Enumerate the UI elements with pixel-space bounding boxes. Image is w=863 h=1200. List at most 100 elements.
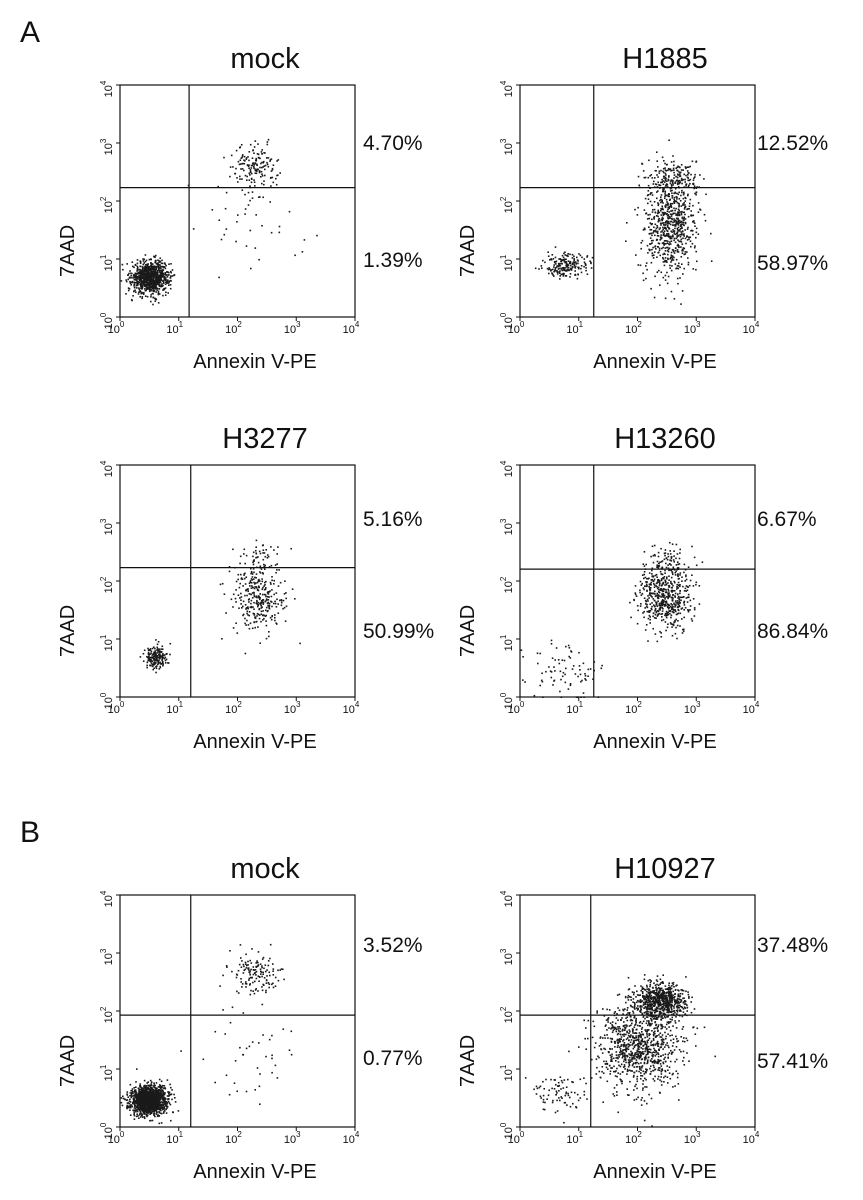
data-point	[237, 573, 240, 576]
data-point	[147, 282, 150, 284]
x-tick-label: 103	[284, 320, 301, 336]
data-point	[547, 255, 550, 257]
data-point	[136, 275, 139, 278]
data-point	[668, 606, 671, 609]
data-point	[142, 1098, 145, 1100]
data-point	[665, 174, 667, 176]
data-point	[253, 559, 255, 561]
scatter-plot-a-mock: mock 100 101 102 103 104 100 101 102 103 104 4.70…	[55, 45, 435, 385]
data-point	[165, 1100, 168, 1103]
data-point	[679, 548, 681, 551]
data-point	[248, 159, 250, 162]
data-point	[640, 242, 643, 244]
data-point	[635, 595, 638, 597]
data-point	[253, 181, 256, 183]
data-point	[656, 226, 659, 229]
data-point	[658, 562, 660, 565]
data-point	[158, 1100, 161, 1102]
data-point	[159, 1101, 162, 1104]
data-point	[149, 278, 152, 281]
data-point	[162, 1094, 164, 1096]
data-point	[668, 610, 670, 612]
data-point	[679, 181, 681, 184]
data-point	[248, 598, 250, 600]
data-point	[139, 276, 142, 279]
data-point	[154, 1108, 157, 1110]
data-point	[252, 149, 254, 152]
data-point	[262, 549, 265, 551]
data-point	[649, 193, 651, 196]
data-point	[652, 561, 655, 564]
data-point	[145, 1107, 147, 1109]
data-point	[131, 280, 134, 283]
data-point	[263, 165, 266, 167]
data-point	[265, 620, 267, 622]
data-point	[139, 283, 141, 286]
data-point	[234, 597, 237, 600]
data-point	[652, 576, 655, 578]
data-point	[561, 273, 564, 275]
data-point	[143, 649, 146, 652]
data-point	[249, 169, 252, 171]
data-point	[687, 208, 689, 210]
data-point	[275, 183, 278, 186]
data-point	[254, 617, 257, 620]
data-point	[159, 257, 161, 259]
data-point	[144, 278, 147, 281]
data-point	[160, 277, 162, 280]
data-point	[170, 1086, 172, 1089]
y-tick-label: 101	[499, 634, 515, 651]
data-point	[561, 659, 564, 661]
data-point	[142, 1110, 144, 1113]
data-point	[161, 259, 163, 262]
data-point	[162, 282, 165, 285]
data-point	[128, 272, 130, 275]
data-point	[156, 263, 159, 266]
data-point	[683, 563, 686, 566]
data-point	[653, 617, 656, 619]
data-point	[271, 589, 273, 591]
data-point	[692, 204, 694, 207]
data-point	[159, 264, 161, 266]
data-point	[642, 612, 644, 614]
data-point	[559, 275, 561, 277]
data-point	[665, 228, 667, 230]
data-point	[150, 300, 152, 303]
data-point	[676, 236, 679, 238]
data-point	[681, 632, 684, 634]
data-point	[160, 1086, 163, 1088]
data-point	[264, 564, 266, 567]
data-point	[669, 213, 672, 215]
data-point	[265, 549, 267, 551]
data-point	[656, 581, 659, 583]
data-point	[645, 581, 648, 584]
data-point	[681, 191, 683, 194]
data-point	[257, 143, 259, 145]
data-point	[672, 259, 675, 261]
data-point	[138, 1099, 140, 1101]
data-point	[676, 553, 679, 555]
data-point	[144, 1093, 147, 1096]
data-point	[649, 228, 651, 231]
data-point	[244, 193, 246, 196]
y-tick-label: 100	[499, 312, 515, 329]
data-point	[240, 592, 242, 595]
data-point	[676, 173, 679, 175]
data-point	[698, 585, 701, 587]
data-point	[247, 607, 249, 610]
data-point	[149, 1079, 152, 1082]
data-point	[259, 565, 262, 567]
data-point	[168, 274, 170, 276]
data-point	[670, 269, 673, 272]
data-point	[678, 191, 680, 194]
data-point	[249, 580, 252, 582]
data-point	[680, 205, 683, 207]
data-point	[161, 262, 164, 265]
data-point	[135, 1090, 137, 1093]
data-point	[665, 591, 668, 594]
data-point	[169, 1093, 172, 1096]
data-point	[678, 246, 680, 249]
data-point	[524, 681, 526, 683]
data-point	[241, 578, 244, 580]
data-point	[697, 233, 700, 235]
